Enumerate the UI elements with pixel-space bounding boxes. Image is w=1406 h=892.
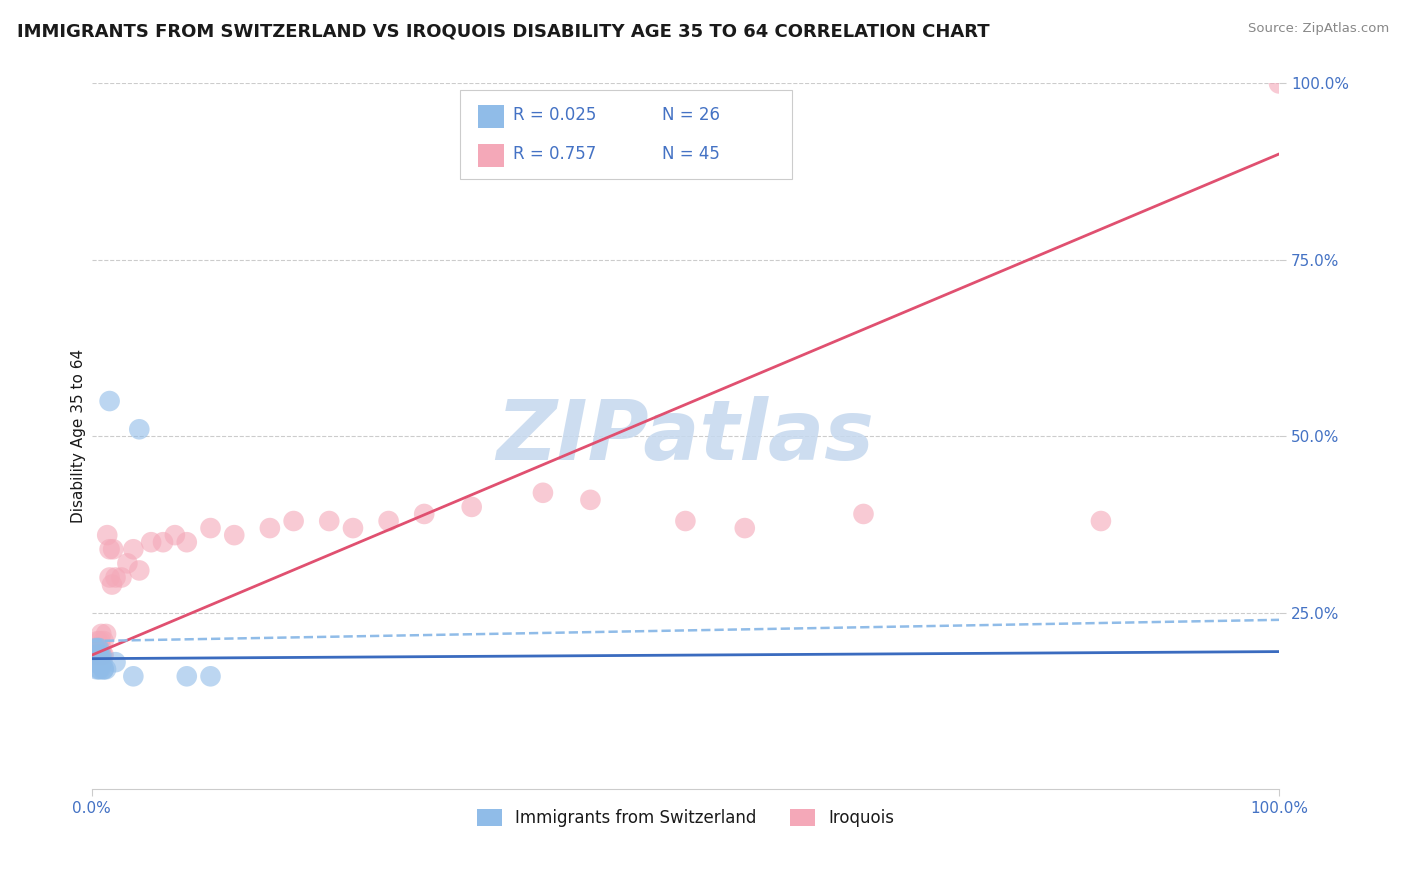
Point bbox=[91, 655, 114, 669]
Point bbox=[89, 662, 111, 676]
Point bbox=[89, 648, 111, 662]
Point bbox=[283, 514, 305, 528]
Point bbox=[104, 570, 127, 584]
Point bbox=[87, 634, 110, 648]
Point bbox=[259, 521, 281, 535]
Point bbox=[104, 655, 127, 669]
Y-axis label: Disability Age 35 to 64: Disability Age 35 to 64 bbox=[72, 350, 86, 524]
Point bbox=[200, 669, 222, 683]
Point bbox=[342, 521, 364, 535]
Point bbox=[460, 500, 482, 514]
Point bbox=[110, 570, 132, 584]
Point bbox=[83, 655, 105, 669]
Text: Source: ZipAtlas.com: Source: ZipAtlas.com bbox=[1249, 22, 1389, 36]
Point bbox=[87, 648, 110, 662]
Legend: Immigrants from Switzerland, Iroquois: Immigrants from Switzerland, Iroquois bbox=[470, 802, 901, 834]
Point bbox=[200, 521, 222, 535]
Point bbox=[734, 521, 756, 535]
FancyBboxPatch shape bbox=[478, 145, 503, 167]
FancyBboxPatch shape bbox=[460, 90, 792, 178]
Point bbox=[98, 542, 121, 557]
Point bbox=[176, 535, 198, 549]
Point bbox=[1268, 77, 1291, 91]
Text: R = 0.757: R = 0.757 bbox=[513, 145, 596, 163]
Text: ZIPatlas: ZIPatlas bbox=[496, 396, 875, 477]
Point bbox=[86, 648, 108, 662]
Text: IMMIGRANTS FROM SWITZERLAND VS IROQUOIS DISABILITY AGE 35 TO 64 CORRELATION CHAR: IMMIGRANTS FROM SWITZERLAND VS IROQUOIS … bbox=[17, 22, 990, 40]
Point bbox=[101, 577, 124, 591]
Text: N = 26: N = 26 bbox=[662, 106, 720, 124]
Point bbox=[87, 641, 110, 656]
Point bbox=[93, 648, 115, 662]
Point bbox=[89, 634, 111, 648]
Point bbox=[84, 648, 107, 662]
Point bbox=[579, 492, 602, 507]
Point bbox=[101, 542, 124, 557]
Point bbox=[90, 627, 112, 641]
Point bbox=[224, 528, 246, 542]
Point bbox=[93, 662, 115, 676]
Point bbox=[141, 535, 163, 549]
Point bbox=[86, 648, 108, 662]
Point bbox=[87, 655, 110, 669]
Point bbox=[1090, 514, 1112, 528]
Point bbox=[163, 528, 186, 542]
Point bbox=[89, 655, 111, 669]
Point bbox=[98, 570, 121, 584]
Point bbox=[87, 655, 110, 669]
Point bbox=[93, 662, 115, 676]
Text: R = 0.025: R = 0.025 bbox=[513, 106, 596, 124]
Point bbox=[87, 648, 110, 662]
Point bbox=[91, 648, 114, 662]
Point bbox=[86, 662, 108, 676]
Text: N = 45: N = 45 bbox=[662, 145, 720, 163]
Point bbox=[94, 662, 117, 676]
Point bbox=[122, 669, 145, 683]
Point bbox=[83, 648, 105, 662]
FancyBboxPatch shape bbox=[478, 105, 503, 128]
Point bbox=[87, 641, 110, 656]
Point bbox=[96, 528, 118, 542]
Point bbox=[98, 394, 121, 409]
Point bbox=[87, 641, 110, 656]
Point bbox=[673, 514, 696, 528]
Point bbox=[122, 542, 145, 557]
Point bbox=[87, 641, 110, 656]
Point bbox=[84, 641, 107, 656]
Point bbox=[87, 648, 110, 662]
Point bbox=[852, 507, 875, 521]
Point bbox=[89, 648, 111, 662]
Point bbox=[413, 507, 436, 521]
Point bbox=[176, 669, 198, 683]
Point bbox=[87, 662, 110, 676]
Point bbox=[117, 557, 139, 571]
Point bbox=[531, 485, 554, 500]
Point bbox=[152, 535, 174, 549]
Point bbox=[93, 634, 115, 648]
Point bbox=[128, 422, 150, 436]
Point bbox=[94, 627, 117, 641]
Point bbox=[90, 648, 112, 662]
Point bbox=[128, 563, 150, 577]
Point bbox=[90, 641, 112, 656]
Point bbox=[318, 514, 340, 528]
Point bbox=[377, 514, 399, 528]
Point bbox=[84, 641, 107, 656]
